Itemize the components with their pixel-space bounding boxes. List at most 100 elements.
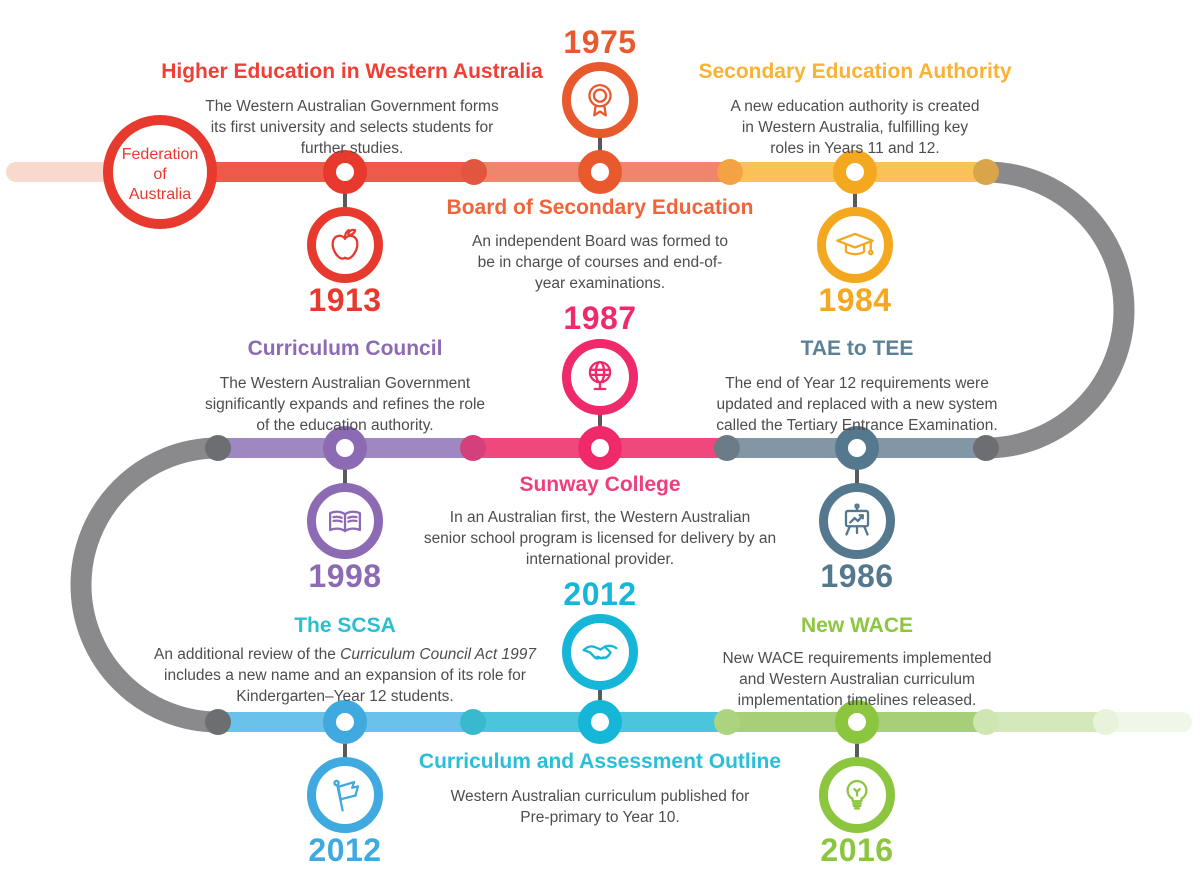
timeline-node-1913	[323, 150, 367, 194]
year-label: 1998	[308, 558, 382, 594]
event-icon-circle	[562, 339, 638, 415]
timeline-node-1984	[833, 150, 877, 194]
event-title: TAE to TEE	[800, 337, 914, 360]
desc-text: An additional review of the	[154, 646, 341, 663]
year-label: 1987	[563, 300, 637, 336]
event-title: The SCSA	[294, 614, 396, 637]
transition-dot	[461, 159, 487, 185]
timeline-segment	[6, 162, 112, 182]
event-description: Western Australian curriculum published …	[370, 786, 830, 828]
start-line: of	[153, 166, 167, 183]
event-description: An independent Board was formed to be in…	[370, 231, 830, 294]
desc-line: senior school program is licensed for de…	[423, 530, 777, 547]
timeline-segment	[986, 712, 1106, 732]
event-description: The end of Year 12 requirements were upd…	[627, 373, 1087, 436]
lightbulb-icon	[846, 779, 868, 810]
event-title: Higher Education in Western Australia	[161, 60, 543, 83]
desc-line: Western Australian curriculum published …	[450, 788, 750, 805]
year-label: 1975	[563, 24, 637, 60]
desc-line: of the education authority.	[256, 417, 434, 434]
event-title: Board of Secondary Education	[446, 196, 754, 219]
desc-line: The end of Year 12 requirements were	[725, 375, 989, 392]
transition-dot	[714, 435, 740, 461]
desc-line: The Western Australian Government forms	[205, 98, 499, 115]
event-icon-circle	[819, 483, 895, 559]
desc-line: international provider.	[525, 551, 675, 568]
event-icon-circle	[819, 757, 895, 833]
year-label: 1984	[818, 282, 892, 318]
transition-dot	[973, 709, 999, 735]
timeline-node-2012-outline	[578, 700, 622, 744]
open-book-icon	[328, 510, 362, 533]
desc-line: updated and replaced with a new system	[716, 396, 998, 413]
transition-dot	[1093, 709, 1119, 735]
year-label: 2012	[563, 576, 637, 612]
year-label: 2016	[820, 832, 894, 868]
event-icon-circle	[307, 483, 383, 559]
transition-dot	[973, 435, 999, 461]
desc-line: roles in Years 11 and 12.	[770, 140, 940, 157]
desc-line: New WACE requirements implemented	[722, 650, 992, 667]
event-icon-circle	[562, 614, 638, 690]
desc-italic-text: Curriculum Council Act 1997	[340, 646, 536, 663]
desc-line: further studies.	[300, 140, 404, 157]
transition-dot	[460, 709, 486, 735]
event-icon-circle	[817, 207, 893, 283]
transition-dot	[714, 709, 740, 735]
globe-icon	[588, 360, 612, 391]
federation-of-australia-circle	[103, 115, 217, 229]
year-label: 1913	[308, 282, 382, 318]
event-title: New WACE	[800, 614, 913, 637]
desc-line: in Western Australia, fulfilling key	[741, 119, 969, 136]
event-title: Curriculum Council	[247, 337, 443, 360]
desc-line: implementation timelines released.	[737, 692, 977, 709]
award-rosette-icon	[588, 83, 612, 117]
event-icon-circle	[562, 62, 638, 138]
transition-dot	[717, 159, 743, 185]
right-curve	[985, 161, 1135, 459]
desc-line: significantly expands and refines the ro…	[204, 396, 486, 413]
event-icon-circle	[307, 757, 383, 833]
event-description: In an Australian first, the Western Aust…	[370, 507, 830, 570]
year-label: 2012	[308, 832, 382, 868]
desc-line: A new education authority is created	[730, 98, 980, 115]
handshake-icon	[582, 644, 618, 660]
apple-icon	[331, 228, 359, 260]
event-description: The Western Australian Government signif…	[115, 373, 575, 436]
left-curve	[70, 437, 219, 733]
desc-line: Pre-primary to Year 10.	[520, 809, 680, 826]
start-line: Federation	[121, 146, 199, 163]
desc-line: In an Australian first, the Western Aust…	[449, 509, 751, 526]
transition-dot	[205, 435, 231, 461]
desc-line: An additional review of the Curriculum C…	[115, 644, 575, 665]
start-line: Australia	[128, 186, 192, 203]
event-icon-circle	[307, 207, 383, 283]
timeline-node-1986	[835, 426, 879, 470]
transition-dot	[460, 435, 486, 461]
desc-line: be in charge of courses and end-of-	[477, 254, 723, 271]
desc-line: Kindergarten–Year 12 students.	[236, 688, 454, 705]
timeline-node-2012-scsa	[323, 700, 367, 744]
timeline-node-1987	[578, 426, 622, 470]
event-title: Secondary Education Authority	[698, 60, 1012, 83]
desc-line: includes a new name and an expansion of …	[164, 667, 526, 684]
timeline-segment	[1106, 712, 1192, 732]
year-label: 1986	[820, 558, 894, 594]
timeline-node-2016	[835, 700, 879, 744]
desc-line: An independent Board was formed to	[472, 233, 728, 250]
flag-icon	[333, 779, 360, 812]
transition-dot	[973, 159, 999, 185]
event-title: Curriculum and Assessment Outline	[418, 750, 782, 773]
graduation-cap-icon	[836, 232, 874, 256]
event-title: Sunway College	[519, 473, 681, 496]
event-description: New WACE requirements implemented and We…	[627, 648, 1087, 711]
desc-line: called the Tertiary Entrance Examination…	[716, 417, 998, 434]
event-description: A new education authority is created in …	[625, 96, 1085, 159]
desc-line: year examinations.	[534, 275, 666, 292]
federation-of-australia-label: Federation of Australia	[110, 145, 210, 205]
presentation-easel-icon	[844, 503, 870, 536]
timeline-node-1998	[323, 426, 367, 470]
desc-line: its first university and selects student…	[210, 119, 494, 136]
